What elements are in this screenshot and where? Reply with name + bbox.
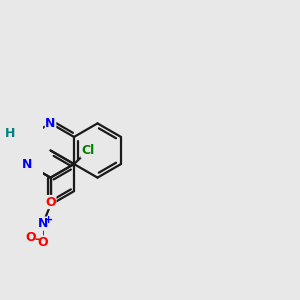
Text: -: - — [35, 233, 40, 246]
Text: N: N — [45, 117, 56, 130]
Text: Cl: Cl — [81, 144, 94, 158]
Text: O: O — [37, 236, 48, 249]
Text: O: O — [45, 196, 56, 208]
Text: +: + — [44, 214, 53, 225]
Text: N: N — [38, 217, 48, 230]
Text: H: H — [4, 127, 15, 140]
Text: N: N — [22, 158, 32, 171]
Text: O: O — [25, 231, 36, 244]
